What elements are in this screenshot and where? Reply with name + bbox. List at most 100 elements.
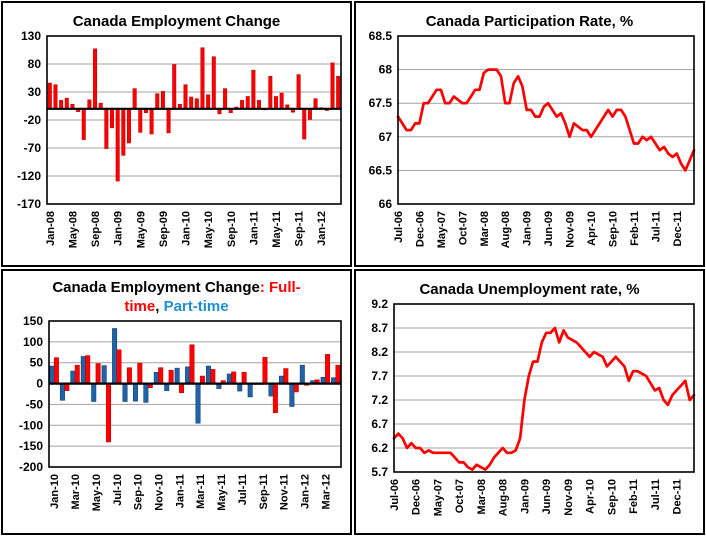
employment-change-ft-pt-chart: 150 100 50 0 -50 -100 -150 -200 Jan-10 Mar-10 May-… <box>19 314 342 511</box>
svg-text:May-11: May-11 <box>216 474 228 511</box>
panel-participation-rate: Canada Participation Rate, % 68.5 68 67.5 6… <box>354 1 705 267</box>
svg-text:Mar-08: Mar-08 <box>479 211 491 246</box>
svg-text:Jan-12: Jan-12 <box>300 474 312 509</box>
svg-text:150: 150 <box>23 316 43 328</box>
svg-text:Apr-10: Apr-10 <box>586 211 598 246</box>
svg-text:-20: -20 <box>24 113 42 127</box>
svg-text:Aug-08: Aug-08 <box>498 479 510 516</box>
svg-text:Jan-09: Jan-09 <box>113 211 125 246</box>
svg-text:7.2: 7.2 <box>371 393 388 407</box>
svg-text:May-10: May-10 <box>203 211 215 248</box>
svg-text:Mar-10: Mar-10 <box>70 474 82 509</box>
svg-text:Mar-11: Mar-11 <box>195 474 207 509</box>
svg-text:Jan-10: Jan-10 <box>181 211 193 246</box>
svg-text:-170: -170 <box>17 197 41 211</box>
svg-text:Jul-10: Jul-10 <box>112 474 124 506</box>
svg-text:Dec-11: Dec-11 <box>672 479 684 514</box>
svg-text:0: 0 <box>36 377 43 391</box>
svg-text:Jul-06: Jul-06 <box>393 211 405 243</box>
svg-text:Jul-11: Jul-11 <box>650 211 662 242</box>
svg-text:9.2: 9.2 <box>371 299 388 311</box>
svg-text:May-07: May-07 <box>436 211 448 248</box>
svg-text:Dec-06: Dec-06 <box>414 211 426 247</box>
svg-text:66: 66 <box>379 197 393 211</box>
svg-text:Jul-11: Jul-11 <box>237 474 249 505</box>
unemployment-rate-title: Canada Unemployment rate, % <box>419 281 640 298</box>
svg-text:May-09: May-09 <box>135 211 147 248</box>
svg-text:Mar-12: Mar-12 <box>320 474 332 509</box>
svg-text:Dec-11: Dec-11 <box>672 211 684 246</box>
svg-text:Aug-08: Aug-08 <box>500 211 512 248</box>
svg-text:6.7: 6.7 <box>371 417 388 431</box>
svg-text:Jul-11: Jul-11 <box>650 479 662 510</box>
svg-text:67.5: 67.5 <box>369 96 393 110</box>
svg-text:-50: -50 <box>26 397 44 411</box>
svg-text:Jan-10: Jan-10 <box>49 474 61 509</box>
title-part-fulltime: : Full-time <box>124 279 301 315</box>
panel-unemployment-rate: Canada Unemployment rate, % 9.2 8.7 8.2 7.7… <box>354 269 705 535</box>
svg-text:Sep-08: Sep-08 <box>90 211 102 247</box>
svg-text:Feb-11: Feb-11 <box>628 479 640 514</box>
employment-change-chart: 130 80 30 -20 -70 -120 -170 Jan-08 May-08 Sep-08 J… <box>17 29 342 248</box>
svg-text:68.5: 68.5 <box>369 31 393 43</box>
svg-text:80: 80 <box>28 57 42 71</box>
svg-text:67: 67 <box>379 130 393 144</box>
svg-text:Nov-09: Nov-09 <box>563 479 575 516</box>
svg-text:-100: -100 <box>19 418 43 432</box>
employment-change-title: Canada Employment Change <box>72 13 281 30</box>
svg-text:-150: -150 <box>19 439 43 453</box>
svg-text:Jan-08: Jan-08 <box>45 211 57 246</box>
svg-text:-120: -120 <box>17 169 41 183</box>
svg-text:66.5: 66.5 <box>369 163 393 177</box>
svg-text:Jun-09: Jun-09 <box>543 211 555 246</box>
svg-text:8.7: 8.7 <box>371 321 388 335</box>
title-part-main: Canada Employment Change <box>52 279 260 296</box>
svg-text:Dec-06: Dec-06 <box>411 479 423 515</box>
svg-text:Sep-11: Sep-11 <box>294 211 306 246</box>
title-part-parttime: Part-time <box>159 298 229 315</box>
svg-text:Mar-08: Mar-08 <box>476 479 488 514</box>
svg-text:May-10: May-10 <box>91 474 103 511</box>
svg-text:Sep-10: Sep-10 <box>606 479 618 515</box>
panel-employment-change-ft-pt: Canada Employment Change: Full-time, Par… <box>1 269 352 535</box>
svg-text:68: 68 <box>379 63 393 77</box>
svg-text:Jan-11: Jan-11 <box>248 211 260 245</box>
svg-text:-70: -70 <box>24 141 42 155</box>
panel-employment-change: Canada Employment Change 130 80 30 -20 -70 -1… <box>1 1 352 267</box>
participation-rate-title: Canada Participation Rate, % <box>425 13 634 30</box>
svg-text:30: 30 <box>28 85 42 99</box>
svg-text:100: 100 <box>23 335 43 349</box>
svg-text:Nov-10: Nov-10 <box>154 474 166 511</box>
title-part-comma: , <box>155 298 160 315</box>
svg-text:5.7: 5.7 <box>371 465 388 479</box>
svg-text:Sep-10: Sep-10 <box>133 474 145 510</box>
svg-text:May-07: May-07 <box>433 479 445 516</box>
svg-text:6.2: 6.2 <box>371 441 388 455</box>
svg-text:Nov-11: Nov-11 <box>279 474 291 510</box>
svg-text:Nov-09: Nov-09 <box>565 211 577 248</box>
svg-text:Jan-09: Jan-09 <box>522 211 534 246</box>
svg-text:Jan-11: Jan-11 <box>174 474 186 508</box>
employment-change-ft-pt-title: Canada Employment Change: Full-time, Par… <box>38 271 316 316</box>
svg-text:May-08: May-08 <box>67 211 79 248</box>
svg-text:Oct-07: Oct-07 <box>457 211 469 245</box>
svg-text:Feb-11: Feb-11 <box>629 211 641 246</box>
svg-text:-200: -200 <box>19 460 43 474</box>
svg-text:Sep-09: Sep-09 <box>158 211 170 247</box>
svg-text:Jan-12: Jan-12 <box>316 211 328 246</box>
svg-text:Jul-06: Jul-06 <box>389 479 401 511</box>
svg-text:Oct-07: Oct-07 <box>454 479 466 513</box>
svg-text:Apr-10: Apr-10 <box>585 479 597 514</box>
svg-text:Sep-11: Sep-11 <box>258 474 270 509</box>
svg-text:8.2: 8.2 <box>371 345 388 359</box>
svg-text:Jan-09: Jan-09 <box>519 479 531 514</box>
svg-text:Jun-09: Jun-09 <box>541 479 553 514</box>
svg-text:50: 50 <box>30 356 44 370</box>
svg-text:Sep-10: Sep-10 <box>226 211 238 247</box>
svg-text:130: 130 <box>21 31 41 43</box>
svg-text:Sep-10: Sep-10 <box>608 211 620 247</box>
svg-text:May-11: May-11 <box>271 211 283 248</box>
